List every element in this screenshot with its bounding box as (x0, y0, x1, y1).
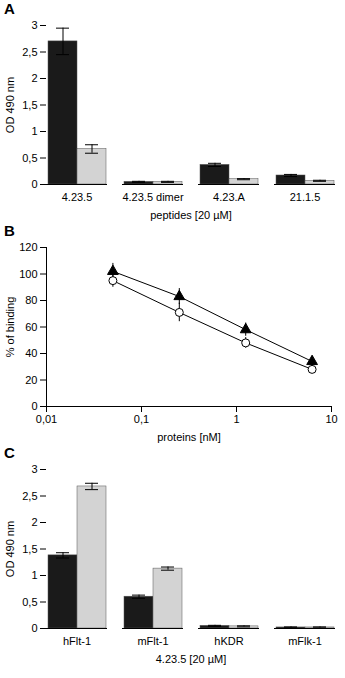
svg-text:4.23.5 dimer: 4.23.5 dimer (122, 191, 183, 203)
svg-text:1: 1 (31, 125, 37, 137)
html-text:B: B (4, 222, 15, 239)
svg-text:1,5: 1,5 (22, 99, 37, 111)
svg-text:2: 2 (31, 516, 37, 528)
svg-text:120: 120 (19, 241, 37, 253)
html-text:C: C (4, 444, 15, 461)
svg-text:21.1.5: 21.1.5 (290, 191, 321, 203)
svg-text:3: 3 (31, 463, 37, 475)
svg-text:0: 0 (31, 400, 37, 412)
svg-text:0,1: 0,1 (134, 413, 149, 425)
svg-text:mFlk-1: mFlk-1 (288, 635, 322, 647)
svg-text:1: 1 (233, 413, 239, 425)
html-text:A: A (4, 0, 15, 17)
svg-text:10: 10 (325, 413, 337, 425)
svg-text:40: 40 (25, 347, 37, 359)
svg-text:2,5: 2,5 (22, 490, 37, 502)
svg-text:% of binding: % of binding (4, 297, 16, 358)
svg-text:100: 100 (19, 268, 37, 280)
svg-text:0: 0 (31, 622, 37, 634)
svg-text:peptides [20 µM]: peptides [20 µM] (150, 209, 232, 221)
svg-text:OD 490 nm: OD 490 nm (4, 521, 16, 577)
svg-text:hKDR: hKDR (214, 635, 243, 647)
svg-text:2,5: 2,5 (22, 46, 37, 58)
svg-text:80: 80 (25, 294, 37, 306)
svg-text:4.23.A: 4.23.A (213, 191, 245, 203)
svg-text:hFlt-1: hFlt-1 (63, 635, 91, 647)
svg-text:2: 2 (31, 72, 37, 84)
svg-text:0: 0 (31, 178, 37, 190)
svg-text:0,5: 0,5 (22, 152, 37, 164)
svg-text:4.23.5 [20 µM]: 4.23.5 [20 µM] (156, 653, 227, 665)
svg-text:mFlt-1: mFlt-1 (137, 635, 168, 647)
svg-text:3: 3 (31, 19, 37, 31)
svg-text:1: 1 (31, 569, 37, 581)
svg-text:4.23.5: 4.23.5 (62, 191, 93, 203)
svg-text:0,5: 0,5 (22, 596, 37, 608)
svg-text:0,01: 0,01 (36, 413, 57, 425)
svg-text:20: 20 (25, 374, 37, 386)
svg-text:1,5: 1,5 (22, 543, 37, 555)
svg-text:proteins [nM]: proteins [nM] (157, 431, 221, 443)
svg-text:OD 490 nm: OD 490 nm (4, 77, 16, 133)
svg-text:60: 60 (25, 321, 37, 333)
